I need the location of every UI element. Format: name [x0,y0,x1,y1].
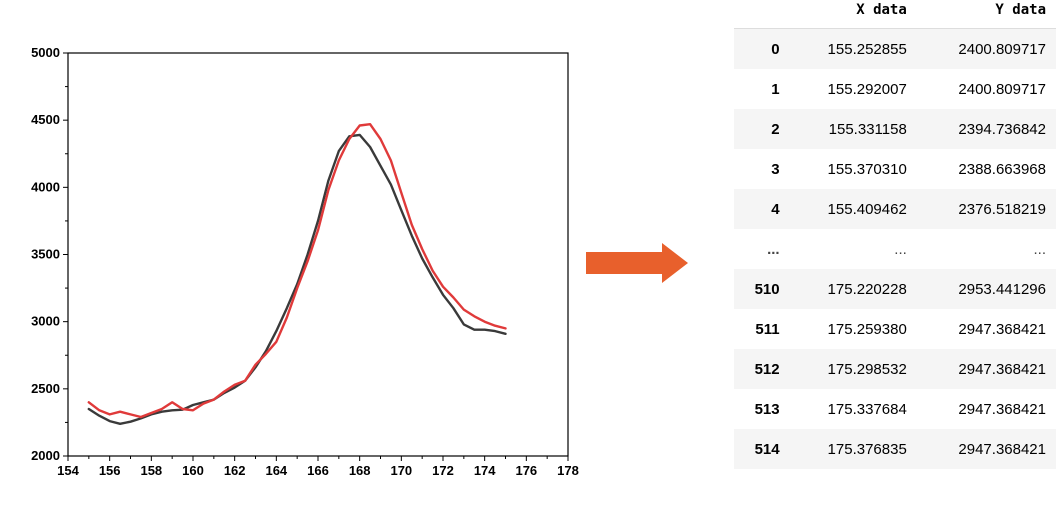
x-data-cell: 155.409462 [827,200,907,218]
x-data-cell: 175.337684 [827,400,907,418]
x-data-cell: 155.292007 [827,80,907,98]
y-data-cell: 2388.663968 [958,160,1046,178]
x-tick-label: 162 [224,463,246,478]
row-index: 0 [771,40,780,58]
table-header-row: X data Y data [734,0,1056,29]
chart-axes [67,52,569,457]
x-data-cell: 175.259380 [827,320,907,338]
y-data-cell: 2376.518219 [958,200,1046,218]
x-tick-label: 170 [390,463,412,478]
x-data-cell: 155.331158 [828,120,907,138]
x-tick-label: 164 [265,463,287,478]
y-data-header: Y data [916,0,1056,29]
table-row: 510 175.220228 2953.441296 [734,269,1056,309]
row-index: ... [767,240,780,258]
line-chart: 154 156 158 160 162 164 166 168 170 172 174 176 178 2… [31,45,579,478]
row-index: 513 [754,400,780,418]
x-tick-label: 176 [515,463,537,478]
chart-ticks: 154 156 158 160 162 164 166 168 170 172 174 176 178 2… [31,45,579,478]
row-index: 4 [771,200,780,218]
x-data-cell: ... [894,240,907,258]
row-index: 514 [754,440,780,458]
table-row: 513 175.337684 2947.368421 [734,389,1056,429]
table-row: 3 155.370310 2388.663968 [734,149,1056,189]
right-arrow-icon [586,243,690,288]
row-index: 1 [771,80,780,98]
y-data-cell: 2400.809717 [958,80,1046,98]
x-tick-label: 174 [474,463,496,478]
series-line-1 [87,133,507,425]
x-data-cell: 175.220228 [827,280,907,298]
series-line-2 [87,123,507,419]
row-index: 2 [771,120,780,138]
table-row: 0 155.252855 2400.809717 [734,28,1056,69]
row-index: 510 [754,280,780,298]
x-tick-label: 154 [57,463,79,478]
y-tick-label: 3000 [31,314,60,329]
table-row-ellipsis: ......... [734,229,1056,269]
chart-series [87,123,507,425]
data-table: X data Y data 0 155.252855 2400.809717 1 155… [734,0,1056,469]
row-index: 512 [754,360,780,378]
y-data-cell: ... [1033,240,1046,258]
table-row: 511 175.259380 2947.368421 [734,309,1056,349]
table-row: 512 175.298532 2947.368421 [734,349,1056,389]
y-data-cell: 2947.368421 [958,440,1046,458]
y-data-cell: 2947.368421 [958,320,1046,338]
table-row: 514 175.376835 2947.368421 [734,429,1056,469]
x-tick-label: 158 [140,463,162,478]
x-data-cell: 175.376835 [827,440,907,458]
y-tick-label: 2000 [31,448,60,463]
x-tick-label: 160 [182,463,204,478]
x-data-cell: 155.252855 [827,40,907,58]
index-header [734,0,788,29]
x-data-cell: 175.298532 [827,360,907,378]
x-tick-label: 172 [432,463,454,478]
x-tick-label: 166 [307,463,329,478]
x-tick-label: 168 [349,463,371,478]
row-index: 3 [771,160,780,178]
x-tick-label: 178 [557,463,579,478]
x-tick-label: 156 [99,463,121,478]
y-data-cell: 2400.809717 [958,40,1046,58]
table-row: 2 155.331158 2394.736842 [734,109,1056,149]
x-data-header: X data [787,0,917,29]
y-data-cell: 2953.441296 [958,280,1046,298]
y-tick-label: 5000 [31,45,60,60]
table-row: 4 155.409462 2376.518219 [734,189,1056,229]
plot-frame [67,52,569,457]
x-data-cell: 155.370310 [827,160,907,178]
y-data-cell: 2947.368421 [958,400,1046,418]
y-data-cell: 2947.368421 [958,360,1046,378]
y-tick-label: 3500 [31,247,60,262]
y-data-cell: 2394.736842 [958,120,1046,138]
row-index: 511 [755,320,780,338]
y-tick-label: 2500 [31,381,60,396]
y-tick-label: 4500 [31,112,60,127]
table-row: 1 155.292007 2400.809717 [734,69,1056,109]
y-tick-label: 4000 [31,179,60,194]
